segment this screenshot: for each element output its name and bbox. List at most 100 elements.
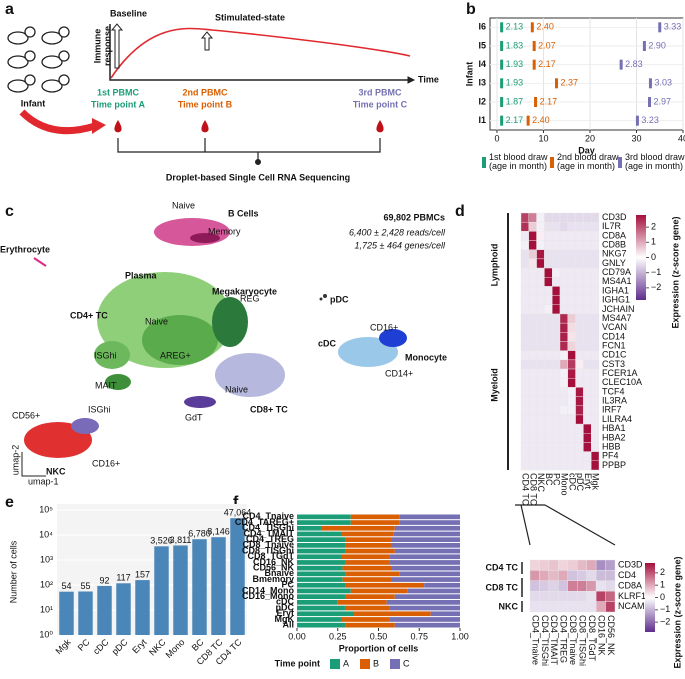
heatmap-cell: [575, 378, 584, 388]
bar-segment: [345, 571, 400, 577]
heatmap-cell: [548, 580, 559, 592]
point: [555, 78, 559, 89]
row-label: JCHAIN: [602, 304, 635, 314]
heatmap-cell: [520, 212, 530, 223]
column-label: BC: [544, 473, 554, 486]
row-label: PPBP: [602, 460, 626, 470]
heatmap-cell: [586, 580, 597, 592]
heatmap-cell: [591, 387, 600, 397]
point: [500, 78, 504, 89]
colorbar-tick-label: −1: [660, 604, 670, 614]
y-tick-label: CD4_Tnaive: [242, 511, 294, 521]
y-label: response: [102, 26, 112, 66]
heatmap-cell: [520, 295, 530, 305]
x-tick-label: Mono: [164, 637, 187, 660]
heatmap-cell: [583, 423, 592, 434]
heatmap-cell: [536, 451, 545, 462]
heatmap-cell: [583, 368, 592, 379]
heatmap-cell: [583, 387, 592, 397]
bar-segment: [321, 525, 395, 531]
y-label: Number of cells: [8, 540, 18, 603]
cluster-label: MAIT: [95, 380, 117, 390]
heatmap-cell: [520, 267, 530, 278]
legend-label: 1st blood draw (age in month): [489, 152, 550, 171]
heatmap-cell: [552, 378, 561, 388]
heatmap-cell: [529, 570, 540, 582]
heatmap-cell: [575, 286, 584, 296]
y-tick-label: pDC: [276, 602, 295, 612]
y-tick-label: CD8_TGdT: [247, 551, 294, 561]
y-tick-label: 10⁰: [39, 629, 53, 639]
panel-a-art: [7, 23, 416, 165]
value-label: 3,526: [150, 536, 173, 546]
heatmap-cell: [552, 460, 561, 471]
point: [500, 22, 504, 33]
heatmap-cell: [583, 267, 592, 278]
heatmap-cell: [536, 267, 545, 278]
heatmap-cell: [583, 332, 592, 342]
infant-label: Infant: [21, 98, 46, 108]
bar-segment: [297, 577, 343, 582]
y-tick-label: 10³: [40, 554, 53, 564]
y-tick-label: Bmemory: [252, 574, 294, 584]
heatmap-cell: [520, 304, 530, 315]
point: [500, 59, 504, 70]
heatmap-cell: [528, 221, 537, 232]
heatmap-cell: [536, 304, 545, 315]
heatmap-cell: [575, 295, 584, 305]
axes: [109, 24, 412, 81]
heatmap-cell: [528, 396, 537, 406]
column-label: CD4 TC: [521, 473, 531, 506]
row-group: NKC: [499, 601, 519, 611]
value-label: 2.17: [540, 96, 558, 106]
umap-art: [21, 218, 407, 477]
bar-segment: [424, 582, 460, 588]
column-label: CD8_Tnaive: [568, 615, 578, 665]
cluster-label: Monocyte: [405, 352, 447, 362]
y-tick-label: 10²: [40, 579, 53, 589]
heatmap-cell: [567, 258, 576, 269]
heatmap-cell: [559, 451, 569, 462]
legend-label: C: [403, 658, 410, 668]
y-tick-label: All: [282, 620, 294, 630]
heatmap-cell: [583, 341, 592, 351]
heatmap-cell: [559, 231, 569, 241]
heatmap-cell: [567, 304, 576, 315]
row-group: Lymphoid: [489, 244, 499, 287]
heatmap-cell: [536, 368, 545, 379]
row-label: MS4A7: [602, 313, 632, 323]
heatmap-cell: [583, 396, 592, 406]
heatmap-cell: [583, 451, 592, 462]
value-label: 47,064: [224, 508, 252, 518]
row-label: IL3RA: [602, 396, 627, 406]
plot-frame: [489, 17, 684, 131]
heatmap-cell: [575, 460, 584, 471]
heatmap-cell: [591, 451, 600, 462]
arrowhead: [92, 118, 106, 134]
heatmap-cell: [559, 414, 569, 425]
heatmap-cell: [536, 231, 545, 241]
value-label: 2.90: [648, 40, 666, 50]
row-label: CST3: [602, 359, 625, 369]
heatmap-cell: [591, 221, 600, 232]
colorbar: [636, 215, 646, 300]
heatmap-cell: [559, 332, 569, 342]
stimulated-arrow: [200, 31, 214, 51]
row-label: IGHG1: [602, 295, 630, 305]
heatmap-cell: [559, 405, 569, 416]
heatmap-cell: [520, 231, 530, 241]
heatmap-cell: [520, 258, 530, 269]
heatmap-cell: [567, 295, 576, 305]
y-tick-label: I4: [478, 59, 486, 69]
cluster-label: Megakaryocyte: [212, 286, 277, 296]
bar-segment: [297, 548, 346, 554]
bar-segment: [389, 617, 460, 622]
bar-segment: [297, 594, 346, 599]
heatmap-cell: [520, 341, 530, 351]
heatmap-cell: [595, 580, 606, 592]
value-label: 3.33: [664, 22, 682, 32]
row-label: NKG7: [602, 249, 627, 259]
heatmap-cell: [583, 221, 592, 232]
heatmap-cell: [552, 433, 561, 443]
bar: [230, 518, 245, 635]
